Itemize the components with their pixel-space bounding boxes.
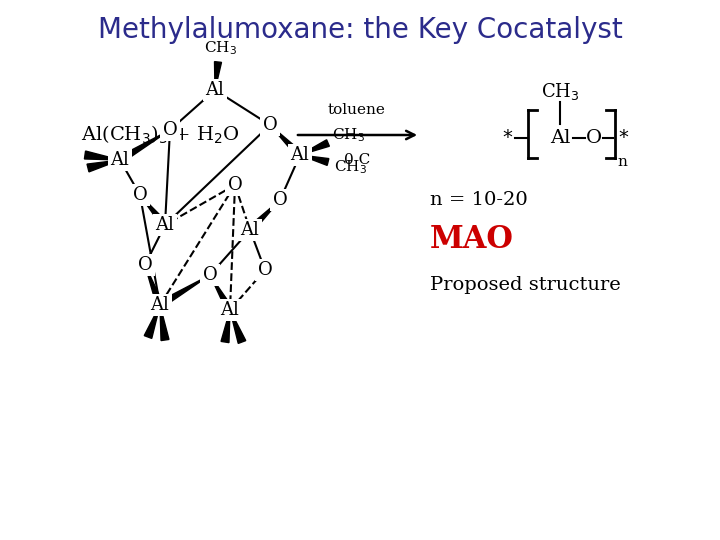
- Polygon shape: [221, 310, 230, 342]
- Text: toluene: toluene: [328, 103, 386, 117]
- Text: Al: Al: [150, 296, 169, 314]
- Text: CH$_3$: CH$_3$: [204, 39, 236, 57]
- Text: Proposed structure: Proposed structure: [430, 276, 621, 294]
- Text: CH$_3$: CH$_3$: [331, 126, 364, 144]
- Polygon shape: [210, 275, 233, 312]
- Text: O: O: [263, 116, 277, 134]
- Text: CH$_3$: CH$_3$: [541, 82, 580, 103]
- Text: Al: Al: [291, 146, 310, 164]
- Text: Al: Al: [240, 221, 259, 239]
- Text: *: *: [502, 129, 512, 147]
- Polygon shape: [144, 305, 160, 339]
- Polygon shape: [300, 140, 329, 155]
- Text: Al: Al: [206, 81, 225, 99]
- Text: O: O: [258, 261, 272, 279]
- Polygon shape: [300, 155, 329, 165]
- Text: O: O: [138, 256, 153, 274]
- Text: Al(CH$_3$)$_3$ + H$_2$O: Al(CH$_3$)$_3$ + H$_2$O: [81, 124, 239, 146]
- Polygon shape: [158, 275, 210, 308]
- Polygon shape: [160, 305, 169, 341]
- Text: Methylalumoxane: the Key Cocatalyst: Methylalumoxane: the Key Cocatalyst: [98, 16, 622, 44]
- Text: O: O: [163, 121, 177, 139]
- Text: Al: Al: [156, 216, 174, 234]
- Text: n: n: [617, 155, 627, 169]
- Polygon shape: [145, 265, 163, 306]
- Polygon shape: [140, 195, 168, 227]
- Polygon shape: [118, 130, 170, 163]
- Text: O: O: [228, 176, 243, 194]
- Polygon shape: [230, 310, 246, 343]
- Polygon shape: [87, 160, 120, 172]
- Polygon shape: [215, 62, 222, 90]
- Text: n = 10-20: n = 10-20: [430, 191, 528, 209]
- Text: O: O: [586, 129, 602, 147]
- Text: 0 C: 0 C: [344, 153, 370, 167]
- Text: Al: Al: [111, 151, 130, 169]
- Text: *: *: [618, 129, 628, 147]
- Polygon shape: [270, 125, 302, 158]
- Text: Al: Al: [550, 129, 570, 147]
- Text: O: O: [132, 186, 148, 204]
- Text: O: O: [273, 191, 287, 209]
- Text: Al: Al: [220, 301, 240, 319]
- Text: O: O: [202, 266, 217, 284]
- Text: CH$_3$: CH$_3$: [333, 158, 366, 176]
- Polygon shape: [84, 151, 120, 160]
- Text: MAO: MAO: [430, 225, 514, 255]
- Polygon shape: [248, 200, 280, 233]
